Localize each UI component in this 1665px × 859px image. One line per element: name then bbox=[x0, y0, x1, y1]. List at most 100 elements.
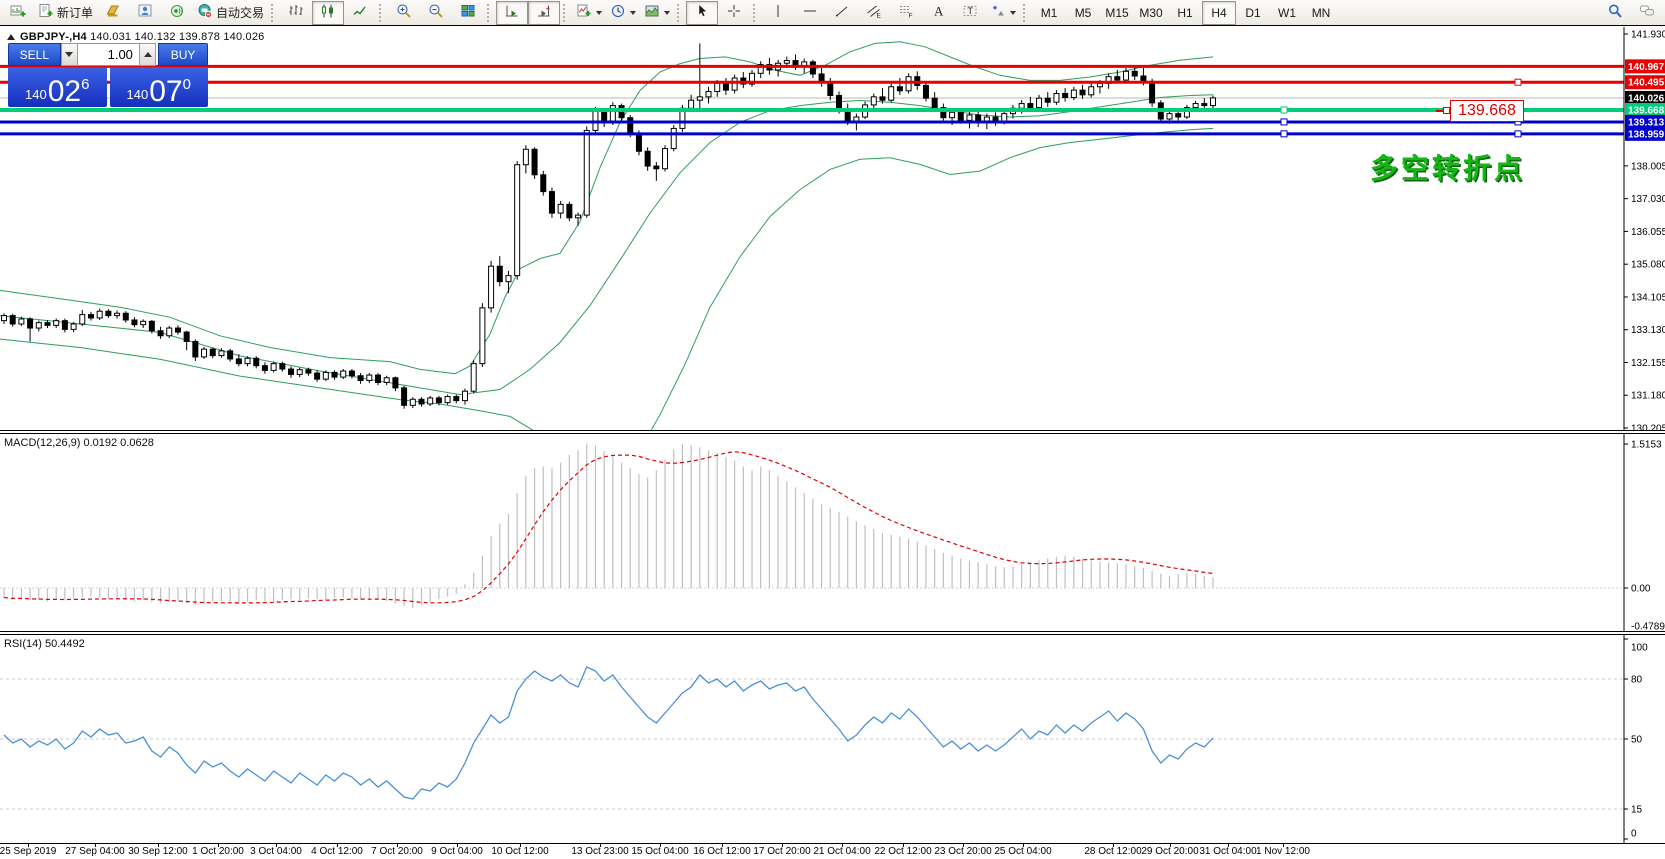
toolbar-drag-handle[interactable] bbox=[677, 3, 683, 22]
panel-splitter-2[interactable] bbox=[0, 631, 1665, 635]
hline-button[interactable] bbox=[794, 1, 826, 25]
time-axis-label: 25 Oct 04:00 bbox=[994, 846, 1052, 857]
toolbar-drag-handle[interactable] bbox=[379, 3, 385, 22]
toolbar-drag-handle[interactable] bbox=[271, 3, 277, 22]
timeframe-w1-button[interactable]: W1 bbox=[1270, 1, 1304, 25]
shift-icon bbox=[536, 3, 552, 22]
candle-body bbox=[1175, 113, 1182, 118]
line-chart-button[interactable] bbox=[344, 1, 376, 25]
timeframe-d1-button-label: D1 bbox=[1245, 5, 1261, 20]
history-book-button[interactable] bbox=[97, 1, 129, 25]
candlestick-button[interactable] bbox=[312, 0, 345, 25]
time-tick bbox=[842, 844, 843, 847]
rsi-panel[interactable]: 100 80 50 15 0 bbox=[0, 635, 1665, 843]
buy-button[interactable]: BUY bbox=[158, 43, 208, 66]
rsi-axis-label: 0 bbox=[1631, 829, 1637, 840]
zoom-in-button[interactable] bbox=[388, 1, 420, 25]
line-handle[interactable] bbox=[1280, 130, 1288, 138]
timeframe-d1-button[interactable]: D1 bbox=[1236, 1, 1270, 25]
timeframe-m1-button[interactable]: M1 bbox=[1032, 1, 1066, 25]
volume-input[interactable] bbox=[77, 43, 139, 66]
line-handle[interactable] bbox=[1514, 78, 1522, 86]
chart-shift-button[interactable] bbox=[528, 0, 561, 25]
text-button[interactable]: A bbox=[922, 1, 954, 25]
line-handle[interactable] bbox=[1280, 106, 1288, 114]
new-chart-button[interactable] bbox=[2, 1, 34, 25]
toolbar-drag-handle[interactable] bbox=[753, 3, 759, 22]
chat-button[interactable] bbox=[1631, 1, 1663, 25]
timeframe-m5-button[interactable]: M5 bbox=[1066, 1, 1100, 25]
search-button[interactable] bbox=[1599, 1, 1631, 25]
timeframe-h1-button[interactable]: H1 bbox=[1168, 1, 1202, 25]
autotrade-button[interactable]: 自动交易 bbox=[193, 1, 268, 25]
channel-button[interactable]: E bbox=[858, 1, 890, 25]
price-callout-label[interactable]: 139.668 bbox=[1450, 100, 1524, 122]
bar-chart-button[interactable] bbox=[280, 1, 312, 25]
time-axis-label: 4 Oct 12:00 bbox=[311, 846, 363, 857]
candle-body bbox=[418, 398, 425, 405]
text-label-button[interactable]: T bbox=[954, 1, 986, 25]
toolbar-drag-handle[interactable] bbox=[1023, 3, 1029, 22]
vline-button[interactable] bbox=[762, 1, 794, 25]
candle-body bbox=[383, 377, 390, 383]
autoscroll-button[interactable] bbox=[496, 0, 529, 25]
candle-body bbox=[366, 374, 373, 381]
trendline-button[interactable] bbox=[826, 1, 858, 25]
time-axis[interactable]: 25 Sep 2019 27 Sep 04:00 30 Sep 12:00 1 Oct… bbox=[0, 844, 1665, 859]
fibonacci-button[interactable]: F bbox=[890, 1, 922, 25]
time-tick bbox=[397, 844, 398, 847]
bars-icon bbox=[288, 3, 304, 22]
candle-body bbox=[488, 265, 495, 309]
candle-body bbox=[905, 76, 912, 92]
sell-price-quote[interactable]: 140 02 6 bbox=[8, 68, 107, 107]
new-order-button-label: 新订单 bbox=[57, 6, 94, 20]
new-order-button[interactable]: 新订单 bbox=[34, 1, 97, 25]
main-chart[interactable]: 141.930 138.005 137.030 136.055 135.080 134.1… bbox=[0, 27, 1665, 430]
buy-price-quote[interactable]: 140 07 0 bbox=[109, 68, 208, 107]
periods-button[interactable] bbox=[606, 1, 640, 25]
timeframe-m30-button[interactable]: M30 bbox=[1134, 1, 1168, 25]
callout-anchor-handle[interactable] bbox=[1443, 107, 1450, 114]
time-axis-label: 1 Nov 12:00 bbox=[1256, 846, 1310, 857]
timeframe-h4-button[interactable]: H4 bbox=[1202, 0, 1237, 25]
tile-windows-button[interactable] bbox=[452, 1, 484, 25]
toolbar-drag-handle[interactable] bbox=[563, 3, 569, 22]
candle-body bbox=[35, 322, 42, 329]
timeframe-mn-button-label: MN bbox=[1311, 5, 1331, 20]
volume-increase-button[interactable] bbox=[138, 43, 157, 66]
sell-price-pips: 02 bbox=[47, 75, 82, 108]
chevron-down-icon bbox=[1010, 10, 1017, 15]
volume-decrease-button[interactable] bbox=[60, 43, 78, 66]
toolbar-drag-handle[interactable] bbox=[487, 3, 493, 22]
profile-icon bbox=[137, 3, 153, 22]
collapse-panel-icon[interactable] bbox=[7, 34, 15, 40]
sell-price-main: 140 bbox=[25, 87, 47, 102]
timeframe-m15-button[interactable]: M15 bbox=[1100, 1, 1134, 25]
time-tick bbox=[600, 844, 601, 847]
indicators-button[interactable] bbox=[572, 1, 606, 25]
sell-button[interactable]: SELL bbox=[8, 43, 61, 66]
panel-splitter[interactable] bbox=[0, 430, 1665, 434]
signals-button[interactable] bbox=[161, 1, 193, 25]
text-icon: A bbox=[930, 3, 946, 22]
annotation-text[interactable]: 多空转折点 bbox=[1370, 153, 1526, 184]
shapes-button[interactable] bbox=[986, 1, 1020, 25]
line-handle[interactable] bbox=[1280, 118, 1288, 126]
time-axis-label: 31 Oct 04:00 bbox=[1199, 846, 1257, 857]
candle-body bbox=[522, 148, 529, 166]
candle-body bbox=[966, 114, 973, 121]
macd-panel[interactable]: 1.5153 0.00 -0.4789 bbox=[0, 434, 1665, 631]
candle-body bbox=[1044, 97, 1051, 103]
zoom-out-button[interactable] bbox=[420, 1, 452, 25]
profile-button[interactable] bbox=[129, 1, 161, 25]
crosshair-button[interactable] bbox=[718, 1, 750, 25]
templates-button[interactable] bbox=[640, 1, 674, 25]
time-tick bbox=[1023, 844, 1024, 847]
candle-body bbox=[1140, 75, 1147, 82]
candle-body bbox=[270, 363, 277, 371]
time-axis-label: 30 Sep 12:00 bbox=[128, 846, 188, 857]
time-axis-label: 3 Oct 04:00 bbox=[250, 846, 302, 857]
timeframe-mn-button[interactable]: MN bbox=[1304, 1, 1338, 25]
line-handle[interactable] bbox=[1514, 130, 1522, 138]
cursor-button[interactable] bbox=[686, 0, 719, 25]
